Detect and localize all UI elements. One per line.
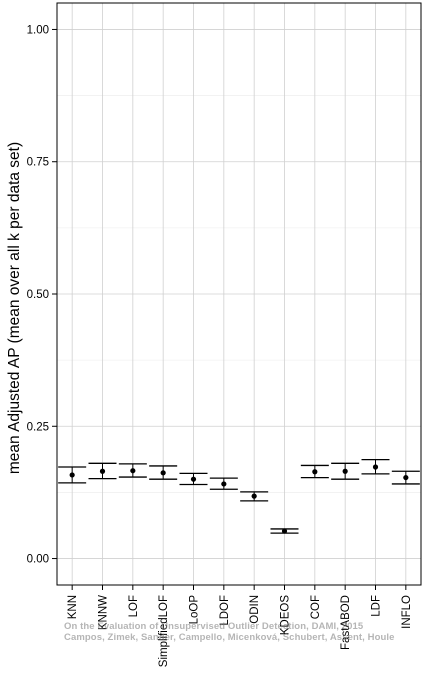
x-tick-label: FastABOD [340, 595, 352, 650]
data-point [160, 470, 166, 476]
error-bars [58, 458, 420, 534]
data-point [251, 493, 257, 499]
data-point [281, 528, 288, 534]
y-tick-label: 1.00 [27, 24, 49, 36]
data-point [221, 481, 227, 487]
x-tick-label: SimplifiedLOF [158, 595, 170, 667]
watermark-line-2: Campos, Zimek, Sander, Campello, Micenko… [64, 632, 395, 643]
watermark-line-1: On the Evaluation of Unsupervised Outlie… [64, 621, 364, 632]
x-tick-label: COF [310, 595, 322, 619]
grid-lines [57, 3, 421, 585]
data-point [372, 464, 379, 470]
y-tick-label: 0.75 [27, 157, 49, 169]
data-point [403, 474, 409, 481]
data-point [190, 476, 197, 482]
x-tick-label: LOF [128, 595, 140, 617]
data-point [312, 469, 318, 475]
data-point [130, 468, 136, 474]
y-tick-label: 0.25 [27, 421, 49, 433]
x-axis: KNN KNNW LOF SimplifiedLOF LoOP LDOF ODIN KDEOS… [67, 585, 413, 667]
data-point [69, 472, 75, 478]
y-axis: 0.00 0.25 0.50 0.75 1.00 [27, 24, 57, 566]
y-axis-label: mean Adjusted AP (mean over all k per da… [6, 142, 23, 474]
x-tick-label: ODIN [249, 595, 261, 624]
x-tick-label: LDF [371, 595, 383, 617]
data-point [342, 468, 348, 474]
y-tick-label: 0.50 [27, 289, 49, 301]
data-points [69, 464, 409, 534]
data-point [99, 468, 106, 474]
x-tick-label: KDEOS [280, 595, 292, 636]
x-tick-label: INFLO [401, 595, 413, 629]
x-tick-label: KNNW [98, 595, 110, 630]
x-tick-label: KNN [67, 595, 79, 619]
x-tick-label: LDOF [219, 595, 231, 626]
x-tick-label: LoOP [189, 595, 201, 625]
y-tick-label: 0.00 [27, 554, 49, 566]
